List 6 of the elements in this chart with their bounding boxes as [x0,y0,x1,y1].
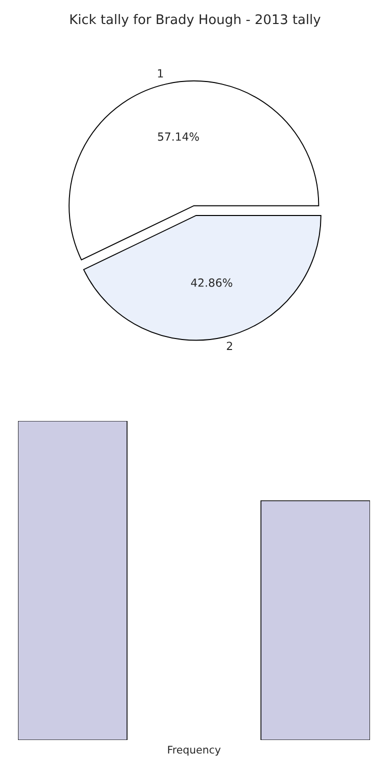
data-label: 57.14% [158,132,199,141]
chart-title: Kick tally for Brady Hough - 2013 tally [70,14,320,27]
slice-label: 1 [158,69,163,78]
slice-label: 2 [226,342,232,350]
x-axis-title: Frequency [168,746,221,756]
data-label: 42.86% [191,278,232,287]
